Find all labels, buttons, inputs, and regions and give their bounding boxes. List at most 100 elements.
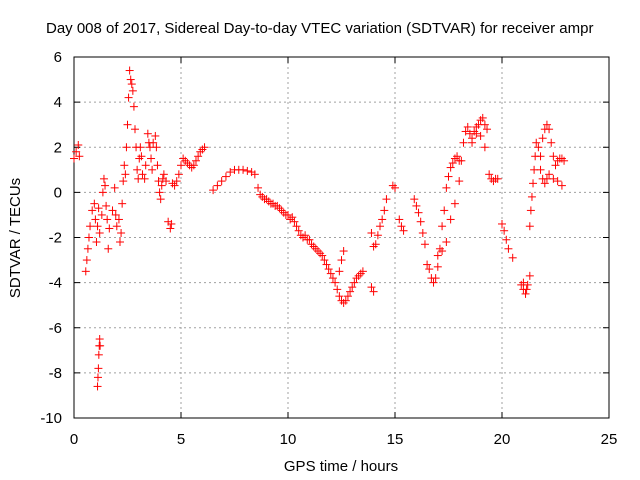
data-point bbox=[318, 251, 327, 260]
axis-ticks bbox=[73, 56, 610, 419]
y-tick-label: -8 bbox=[49, 365, 62, 382]
data-point bbox=[420, 240, 429, 249]
data-point bbox=[91, 215, 100, 224]
data-point bbox=[269, 199, 278, 208]
y-tick-label: 0 bbox=[54, 184, 62, 201]
y-tick-label: -4 bbox=[49, 275, 62, 292]
data-point bbox=[250, 170, 259, 179]
data-point bbox=[316, 249, 325, 258]
data-point bbox=[549, 174, 558, 183]
data-point bbox=[137, 152, 146, 161]
data-point bbox=[442, 183, 451, 192]
data-point bbox=[157, 181, 166, 190]
data-point bbox=[446, 163, 455, 172]
data-point bbox=[298, 233, 307, 242]
data-point bbox=[416, 217, 425, 226]
data-point bbox=[335, 267, 344, 276]
data-point bbox=[545, 125, 554, 134]
data-point bbox=[128, 86, 137, 95]
data-point bbox=[557, 181, 566, 190]
data-point bbox=[350, 278, 359, 287]
data-point bbox=[294, 226, 303, 235]
data-point bbox=[367, 283, 376, 292]
data-point bbox=[525, 271, 534, 280]
data-point bbox=[455, 177, 464, 186]
data-point bbox=[476, 131, 485, 140]
data-point bbox=[339, 247, 348, 256]
data-point bbox=[382, 195, 391, 204]
x-tick-label: 0 bbox=[70, 431, 78, 448]
data-point bbox=[95, 335, 104, 344]
data-point bbox=[425, 265, 434, 274]
data-point bbox=[136, 143, 145, 152]
data-point bbox=[557, 154, 566, 163]
data-point bbox=[339, 298, 348, 307]
y-tick-label: -2 bbox=[49, 230, 62, 247]
data-point bbox=[450, 199, 459, 208]
data-point bbox=[358, 267, 367, 276]
data-point bbox=[133, 165, 142, 174]
data-point bbox=[82, 256, 91, 265]
data-point bbox=[470, 127, 479, 136]
data-point bbox=[99, 174, 108, 183]
data-point bbox=[95, 228, 104, 237]
y-axis-tick-labels: -10 -8 -6 -4 -2 0 2 4 6 bbox=[40, 49, 62, 427]
data-point bbox=[333, 285, 342, 294]
data-point bbox=[239, 165, 248, 174]
data-point bbox=[122, 143, 131, 152]
data-point bbox=[459, 138, 468, 147]
data-point bbox=[93, 222, 102, 231]
data-point bbox=[147, 154, 156, 163]
data-point bbox=[191, 156, 200, 165]
x-axis-label: GPS time / hours bbox=[284, 458, 398, 475]
data-point bbox=[86, 222, 95, 231]
data-point bbox=[346, 287, 355, 296]
data-point bbox=[335, 292, 344, 301]
data-point bbox=[112, 222, 121, 231]
data-point bbox=[88, 206, 97, 215]
data-point bbox=[121, 170, 130, 179]
data-point bbox=[526, 206, 535, 215]
data-point bbox=[388, 181, 397, 190]
data-point bbox=[341, 296, 350, 305]
data-point bbox=[483, 125, 492, 134]
data-point bbox=[111, 210, 120, 219]
data-point bbox=[397, 222, 406, 231]
data-point bbox=[461, 127, 470, 136]
data-point bbox=[72, 147, 81, 156]
data-point bbox=[290, 217, 299, 226]
data-point bbox=[480, 143, 489, 152]
data-point bbox=[536, 152, 545, 161]
data-point bbox=[498, 219, 506, 228]
data-point bbox=[108, 206, 117, 215]
data-point bbox=[189, 161, 198, 170]
data-point bbox=[120, 161, 129, 170]
data-point bbox=[140, 174, 149, 183]
data-point bbox=[96, 341, 105, 350]
data-point bbox=[414, 208, 423, 217]
data-point bbox=[433, 251, 442, 260]
data-point bbox=[262, 195, 271, 204]
data-point bbox=[547, 138, 556, 147]
data-point bbox=[117, 228, 126, 237]
data-point bbox=[124, 93, 133, 102]
data-point bbox=[94, 364, 103, 373]
data-point bbox=[343, 292, 352, 301]
y-tick-label: -10 bbox=[40, 410, 62, 427]
data-point bbox=[129, 102, 138, 111]
data-point bbox=[125, 66, 134, 75]
data-point bbox=[149, 138, 158, 147]
data-point bbox=[292, 222, 301, 231]
data-point bbox=[489, 177, 498, 186]
data-point bbox=[373, 231, 382, 240]
data-point bbox=[92, 238, 101, 247]
data-point bbox=[553, 177, 562, 186]
data-point bbox=[463, 122, 472, 131]
data-point bbox=[446, 215, 455, 224]
data-point bbox=[380, 206, 389, 215]
data-point bbox=[331, 278, 340, 287]
x-tick-label: 10 bbox=[280, 431, 297, 448]
data-point bbox=[311, 244, 320, 253]
y-axis-label: SDTVAR / TECUs bbox=[7, 178, 24, 298]
data-point bbox=[376, 222, 385, 231]
